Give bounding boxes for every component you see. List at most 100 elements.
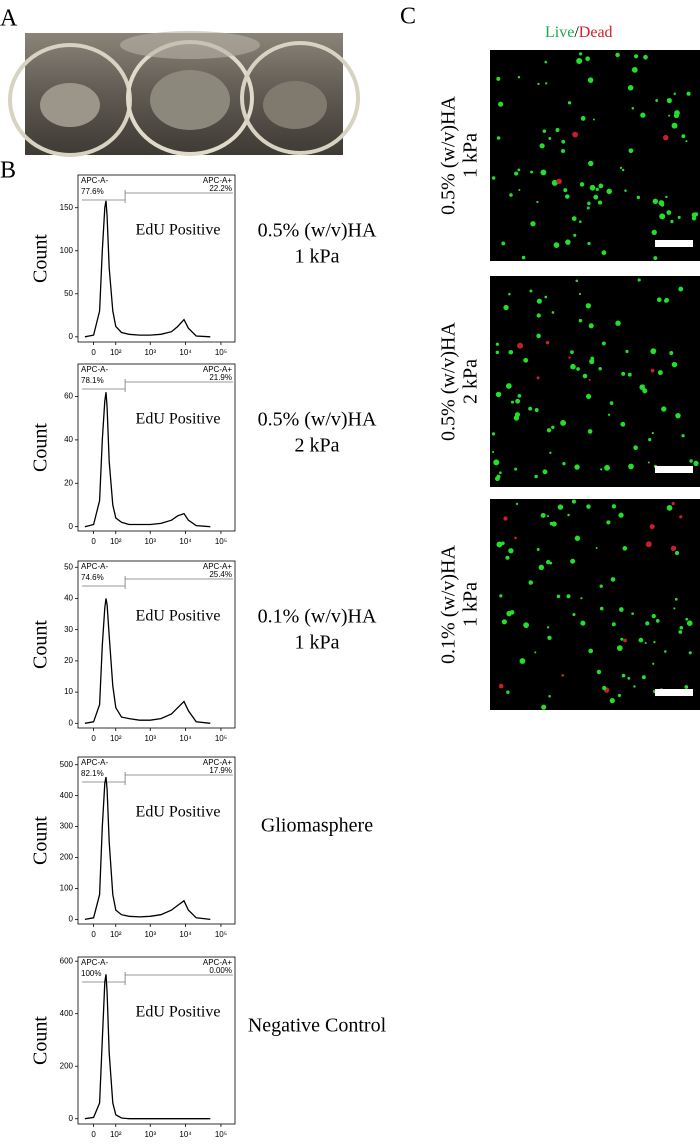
cell-dot [655, 99, 659, 102]
cell-dot [578, 318, 583, 323]
cell-dot [685, 140, 688, 143]
y-tick-label: 400 [60, 1009, 74, 1018]
gate-label: APC-A- [81, 958, 108, 967]
cell-dot [505, 383, 512, 389]
condition-label: 0.5% (w/v)HA [258, 220, 377, 242]
cell-dot [536, 313, 541, 318]
annotation: EdU Positive [136, 1004, 221, 1021]
cell-dot [609, 401, 614, 405]
cell-dot [681, 434, 685, 438]
cell-dot [631, 66, 638, 73]
cell-dot [655, 619, 660, 623]
cell-dot [523, 357, 529, 363]
cell-dot [534, 408, 539, 412]
cell-dot [540, 169, 547, 176]
y-tick-label: 600 [60, 956, 74, 965]
cell-dot [691, 212, 697, 218]
cell-dot [517, 75, 521, 79]
cell-dot [503, 304, 509, 311]
cell-dot [596, 669, 602, 675]
cell-dot [671, 122, 678, 129]
cell-dot [592, 118, 595, 121]
well-photo [8, 31, 360, 157]
cell-dot [551, 425, 555, 430]
gate-label: APC-A+ [203, 758, 232, 767]
cell-dot [657, 370, 663, 376]
cell-dot [652, 662, 655, 665]
cell-dot [628, 463, 634, 470]
x-tick-label: 10⁵ [215, 1130, 227, 1139]
cell-dot [572, 131, 578, 138]
cell-dot [536, 333, 541, 339]
cell-dot [514, 412, 521, 418]
y-tick-label: 30 [64, 625, 73, 634]
cell-dot [586, 393, 592, 399]
y-tick-label: 100 [60, 884, 74, 893]
cell-dot [496, 541, 503, 548]
cell-dot [611, 504, 617, 509]
cell-dot [546, 559, 551, 565]
cell-dot [670, 545, 677, 552]
image-label: 0.5% (w/v)HA [438, 96, 460, 215]
cell-dot [609, 698, 615, 704]
cell-dot [651, 613, 656, 619]
condition-label: 1 kPa [295, 246, 340, 268]
cell-dot [517, 394, 522, 398]
y-axis-label: Count [30, 620, 52, 669]
cell-dot [534, 651, 537, 654]
plot-frame [77, 956, 236, 1125]
cell-dot [623, 638, 627, 643]
panel-label: C [400, 4, 416, 30]
cell-dot [578, 52, 583, 56]
y-tick-label: 10 [64, 687, 73, 696]
y-axis-label: Count [30, 234, 52, 283]
cell-dot [588, 323, 594, 329]
gate-label: APC-A+ [203, 365, 232, 374]
histogram-curve [84, 598, 211, 724]
cell-dot [541, 704, 547, 710]
cell-dot [631, 106, 635, 110]
dead-label: Dead [579, 24, 613, 41]
scale-bar [655, 689, 693, 696]
cell-dot [645, 541, 652, 548]
x-tick-label: 10² [110, 734, 122, 743]
cell-dot [588, 378, 591, 381]
cell-dot [658, 200, 665, 206]
cell-dot [656, 297, 662, 303]
cell-dot [693, 460, 699, 467]
cell-dot [499, 594, 503, 598]
cell-dot [519, 658, 526, 664]
cell-dot [575, 279, 579, 283]
cell-dot [561, 149, 566, 153]
y-tick-label: 200 [60, 853, 74, 862]
cell-dot [566, 594, 571, 599]
cell-dot [542, 469, 548, 475]
cell-dot [645, 621, 650, 626]
y-tick-label: 40 [64, 594, 73, 603]
histogram-curve [84, 776, 211, 921]
cell-dot [546, 626, 550, 629]
panel-label: B [0, 158, 16, 184]
panel-label: A [0, 6, 18, 32]
cell-dot [595, 187, 599, 191]
cell-dot [595, 546, 598, 549]
cell-dot [615, 320, 621, 326]
cell-dot [534, 474, 538, 479]
cell-dot [618, 512, 624, 518]
cell-dot [599, 606, 604, 611]
x-tick-label: 10² [110, 1130, 122, 1139]
cell-dot [618, 607, 624, 612]
cell-dot [675, 412, 681, 419]
gate-label: APC-A- [81, 562, 108, 571]
cell-dot [600, 468, 603, 471]
cell-dot [515, 502, 519, 506]
cell-dot [517, 342, 524, 349]
cell-dot [501, 619, 507, 625]
cell-dot [651, 229, 657, 236]
cell-dot [653, 256, 658, 261]
cell-dot [571, 216, 577, 221]
y-axis-label: Count [30, 423, 52, 472]
y-tick-label: 500 [60, 760, 74, 769]
condition-label: 0.5% (w/v)HA [258, 409, 377, 431]
cell-dot [495, 342, 499, 346]
